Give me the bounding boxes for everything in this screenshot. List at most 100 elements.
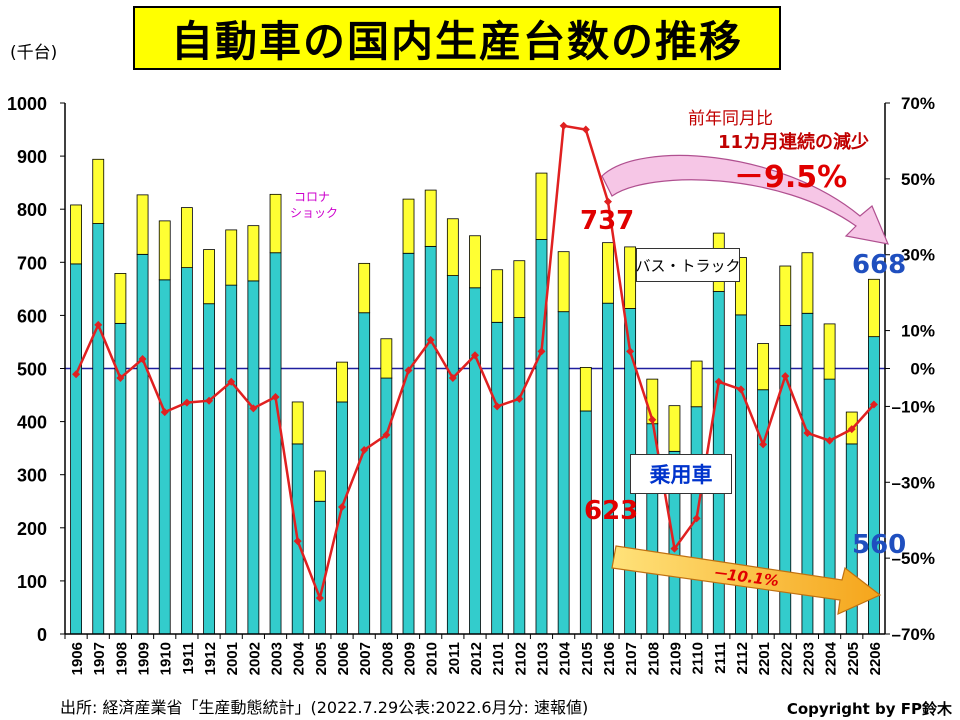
y-tick-label: 400 bbox=[17, 413, 47, 433]
yoy-point-2004 bbox=[293, 537, 302, 546]
yoy-point-2107 bbox=[626, 347, 635, 356]
yoy-point-2005 bbox=[315, 593, 324, 602]
bar-bustruck-1907 bbox=[92, 158, 105, 224]
decline-curve-arrow bbox=[601, 154, 889, 245]
yoy-point-2006 bbox=[338, 502, 347, 511]
x-tick-label: 2011 bbox=[446, 642, 463, 675]
x-tick-label: 1909 bbox=[136, 642, 153, 675]
corona-label-2: ショック bbox=[290, 206, 339, 220]
bar-bustruck-2001 bbox=[225, 229, 238, 286]
yoy-point-2009 bbox=[404, 366, 413, 375]
bar-passenger-2102 bbox=[513, 317, 526, 635]
bar-bustruck-2005 bbox=[313, 470, 326, 502]
bar-passenger-2106 bbox=[602, 302, 614, 635]
car-2206-label: 560 bbox=[852, 530, 907, 560]
yoy-point-2111 bbox=[714, 377, 723, 386]
bar-passenger-2002 bbox=[247, 280, 260, 635]
x-tick-label: 2110 bbox=[690, 642, 707, 675]
bar-bustruck-2009 bbox=[402, 198, 415, 254]
total-2206-label: 668 bbox=[852, 250, 907, 280]
bar-bustruck-1911 bbox=[180, 207, 193, 269]
y-tick-label: 900 bbox=[17, 147, 47, 167]
y2-tick-label: –50% bbox=[892, 549, 935, 568]
bar-passenger-1906 bbox=[70, 263, 82, 635]
y-axis-unit: (千台) bbox=[10, 43, 58, 63]
y-tick-label: 1000 bbox=[7, 94, 47, 114]
bar-bustruck-2110 bbox=[690, 360, 703, 408]
y2-tick-label: 0% bbox=[910, 360, 935, 379]
bar-passenger-2201 bbox=[757, 389, 770, 635]
yoy-point-1906 bbox=[72, 370, 81, 379]
bar-bustruck-2006 bbox=[336, 361, 348, 403]
yoy-point-2103 bbox=[537, 347, 546, 356]
y2-tick-label: –70% bbox=[892, 625, 935, 644]
bar-bustruck-1912 bbox=[203, 249, 215, 305]
source-note: 出所: 経済産業省「生産動態統計」(2022.7.29公表:2022.6月分: … bbox=[60, 698, 589, 717]
yoy-point-2110 bbox=[692, 514, 701, 523]
bar-bustruck-2105 bbox=[579, 367, 592, 412]
x-tick-label: 2010 bbox=[424, 642, 441, 675]
bar-bustruck-2011 bbox=[446, 218, 459, 276]
bar-bustruck-2201 bbox=[757, 343, 770, 391]
yoy-point-2008 bbox=[382, 430, 391, 439]
x-tick-label: 2009 bbox=[402, 642, 419, 675]
y-tick-label: 300 bbox=[17, 466, 47, 486]
y-tick-label: 200 bbox=[17, 519, 47, 539]
yoy-label: 前年同月比 bbox=[688, 109, 773, 129]
x-tick-label: 2112 bbox=[734, 642, 751, 675]
bar-bustruck-2206 bbox=[868, 278, 880, 338]
bar-passenger-2012 bbox=[469, 287, 481, 635]
bar-bustruck-2008 bbox=[380, 338, 393, 379]
x-tick-label: 2001 bbox=[224, 642, 241, 675]
yoy-point-2108 bbox=[648, 415, 657, 424]
x-tick-label: 2003 bbox=[269, 642, 286, 675]
bar-passenger-2101 bbox=[491, 321, 504, 635]
x-tick-label: 2104 bbox=[557, 641, 574, 675]
yoy-point-2204 bbox=[825, 436, 834, 445]
yoy-value: －9.5% bbox=[734, 160, 848, 195]
yoy-point-2012 bbox=[471, 351, 479, 360]
x-tick-label: 2004 bbox=[291, 641, 308, 675]
bar-bustruck-2101 bbox=[491, 269, 504, 323]
x-tick-label: 2108 bbox=[645, 642, 662, 675]
yoy-point-2205 bbox=[847, 425, 856, 434]
x-tick-label: 2007 bbox=[357, 642, 374, 675]
yoy-point-2109 bbox=[670, 544, 679, 553]
bar-passenger-2010 bbox=[424, 245, 437, 635]
x-tick-label: 1911 bbox=[180, 642, 197, 675]
y2-tick-label: 50% bbox=[901, 170, 935, 189]
bar-bustruck-2106 bbox=[602, 242, 614, 304]
y2-tick-label: 70% bbox=[901, 94, 935, 113]
bar-bustruck-2204 bbox=[823, 323, 836, 380]
bar-bustruck-2107 bbox=[624, 246, 637, 309]
bar-passenger-2009 bbox=[402, 252, 415, 635]
x-tick-label: 2103 bbox=[534, 642, 551, 675]
x-tick-label: 2111 bbox=[712, 642, 729, 674]
bar-passenger-2103 bbox=[535, 239, 548, 635]
bar-passenger-1909 bbox=[136, 253, 149, 635]
bar-passenger-2011 bbox=[446, 275, 459, 635]
bar-bustruck-2002 bbox=[247, 225, 260, 282]
yoy-point-2106 bbox=[603, 197, 612, 206]
yoy-point-2003 bbox=[271, 392, 280, 401]
x-tick-label: 2205 bbox=[845, 642, 862, 675]
y-tick-label: 100 bbox=[17, 572, 47, 592]
bar-passenger-1912 bbox=[203, 303, 215, 635]
car-2106-label: 623 bbox=[584, 496, 639, 526]
yoy-point-2001 bbox=[227, 377, 236, 386]
bar-bustruck-2007 bbox=[358, 262, 371, 314]
yoy-point-2112 bbox=[736, 385, 745, 394]
y-tick-label: 600 bbox=[17, 306, 47, 326]
yoy-point-2201 bbox=[759, 440, 768, 449]
x-tick-label: 2202 bbox=[778, 642, 795, 675]
yoy-point-2007 bbox=[360, 446, 369, 455]
x-tick-label: 1906 bbox=[69, 642, 86, 675]
bar-bustruck-2109 bbox=[668, 405, 681, 452]
bar-passenger-1911 bbox=[180, 267, 193, 635]
bar-bustruck-1908 bbox=[114, 273, 127, 324]
y-tick-label: 800 bbox=[17, 200, 47, 220]
bar-passenger-1910 bbox=[158, 279, 171, 635]
yoy-point-2206 bbox=[869, 400, 878, 409]
bar-passenger-2005 bbox=[313, 500, 326, 635]
yoy-point-2010 bbox=[426, 336, 435, 345]
